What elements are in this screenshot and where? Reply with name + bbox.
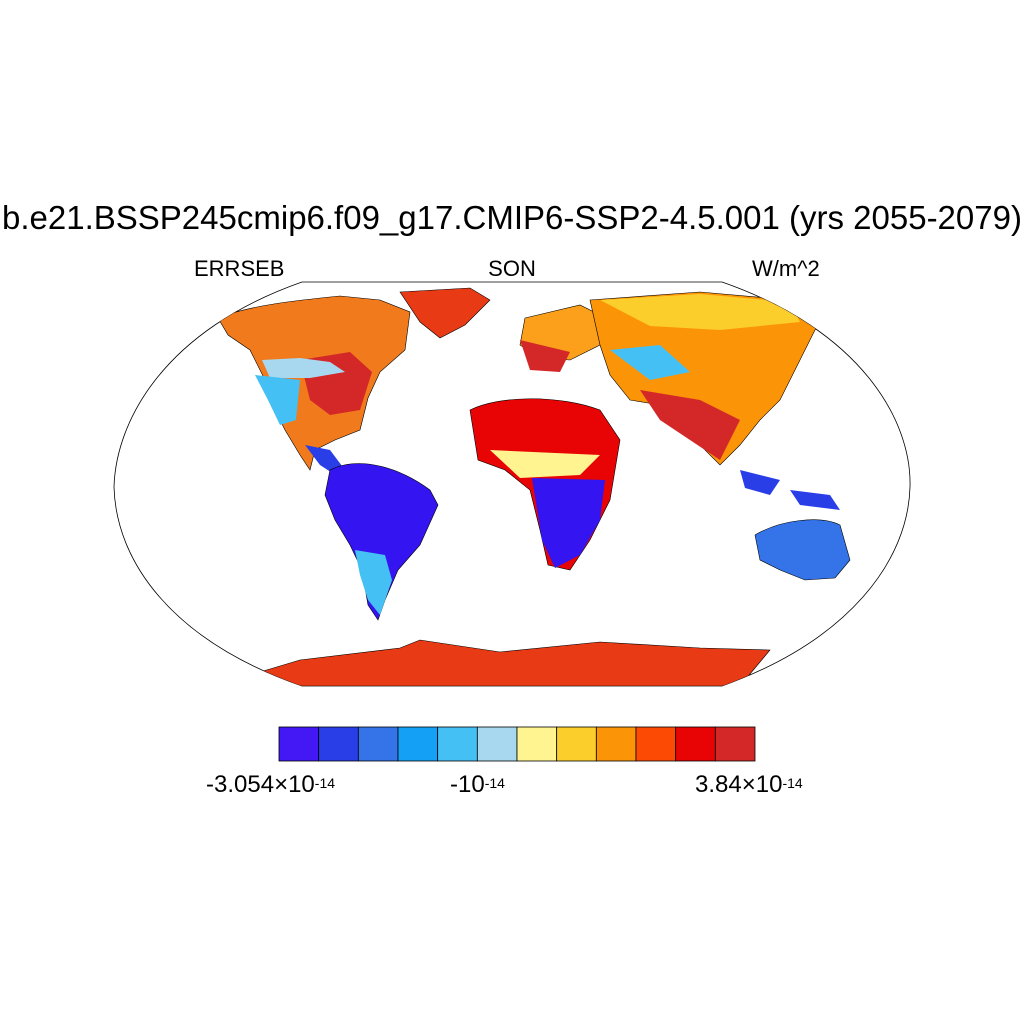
north-america-west-mixed (255, 375, 300, 425)
colorbar-mid-label: -10-14 (450, 771, 505, 798)
colorbar-box (516, 726, 558, 762)
antarctica (259, 639, 771, 686)
asia-central-blue (610, 345, 690, 380)
australia (754, 519, 851, 581)
asia-south (640, 390, 740, 460)
plot-title: b.e21.BSSP245cmip6.f09_g17.CMIP6-SSP2-4.… (2, 199, 1022, 236)
colorbar-box (278, 726, 320, 762)
africa-south (532, 478, 605, 568)
north-america-blue-band (262, 358, 345, 378)
greenland (399, 287, 491, 339)
south-america-south (355, 550, 392, 615)
colorbar-box (397, 726, 439, 762)
colorbar-box (675, 726, 716, 762)
southeast-asia-islands (740, 470, 780, 495)
colorbar-min-label: -3.054×10-14 (206, 771, 336, 798)
new-guinea (790, 490, 840, 510)
colorbar-max-label: 3.84×10-14 (695, 771, 803, 798)
colorbar-box (318, 726, 359, 762)
africa-central-yellow (490, 450, 600, 478)
colorbar-box (556, 726, 597, 762)
asia-north (600, 294, 800, 330)
colorbar-box (437, 726, 478, 762)
colorbar-box (476, 726, 518, 762)
colorbar-box (357, 726, 399, 762)
season-label: SON (488, 256, 536, 281)
colorbar-box (595, 726, 637, 762)
europe-red (520, 340, 570, 372)
colorbar-box (635, 726, 677, 762)
units-label: W/m^2 (752, 256, 820, 281)
colorbar-box (714, 726, 756, 762)
variable-name-label: ERRSEB (194, 256, 285, 281)
